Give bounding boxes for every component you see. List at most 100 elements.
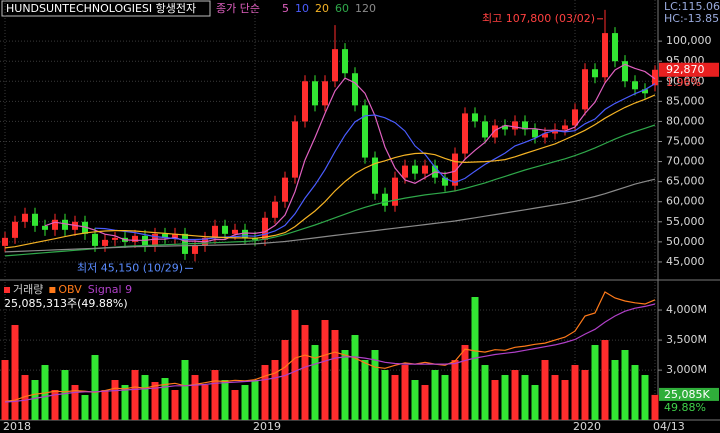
candle-body bbox=[162, 233, 168, 238]
legend-swatch bbox=[49, 287, 56, 293]
volume-bar bbox=[1, 360, 9, 420]
ma-line bbox=[44, 63, 656, 243]
candle-body bbox=[392, 177, 398, 206]
obv-line bbox=[4, 303, 656, 403]
candle-body bbox=[302, 81, 308, 122]
candle-body bbox=[102, 239, 108, 246]
candle-body bbox=[272, 201, 278, 218]
volume-bar bbox=[561, 380, 569, 420]
x-tick-label: 2020 bbox=[573, 420, 601, 433]
volume-bar bbox=[571, 365, 579, 420]
volume-bar bbox=[81, 395, 89, 420]
volume-subtitle: 25,085,313주(49.88%) bbox=[4, 297, 128, 310]
candle-body bbox=[52, 219, 58, 230]
candle-body bbox=[512, 121, 518, 130]
candle-body bbox=[92, 233, 98, 246]
indicator: LC:115.06 bbox=[664, 0, 720, 13]
legend-title: 종가 단순 bbox=[216, 2, 260, 15]
candle-body bbox=[422, 165, 428, 174]
legend-entry: 60 bbox=[335, 2, 349, 15]
candle-body bbox=[2, 237, 8, 246]
candle-body bbox=[372, 157, 378, 194]
candle-body bbox=[462, 113, 468, 154]
candle-body bbox=[262, 217, 268, 240]
y2-tick-label: 3,000M bbox=[666, 363, 707, 376]
volume-bar bbox=[341, 350, 349, 420]
candle-body bbox=[212, 225, 218, 238]
candle-body bbox=[32, 213, 38, 226]
volume-bar bbox=[31, 380, 39, 420]
y-tick-label: 70,000 bbox=[666, 155, 705, 168]
low-label: 최저 45,150 (10/29) bbox=[77, 261, 183, 274]
volume-tag bbox=[659, 387, 719, 401]
volume-bar bbox=[141, 375, 149, 420]
volume-bar bbox=[111, 380, 119, 420]
legend-entry: 거래량 bbox=[13, 283, 43, 296]
volume-bar bbox=[221, 380, 229, 420]
candle-body bbox=[582, 69, 588, 110]
y2-tick-label: 3,500M bbox=[666, 333, 707, 346]
candle-body bbox=[652, 69, 658, 86]
volume-bar bbox=[401, 365, 409, 420]
volume-bar bbox=[421, 385, 429, 420]
candle-body bbox=[192, 245, 198, 254]
candle-body bbox=[222, 225, 228, 234]
legend-entry: 5 bbox=[282, 2, 289, 15]
volume-bar bbox=[641, 375, 649, 420]
volume-bar bbox=[291, 310, 299, 420]
x-tick-label: 2018 bbox=[3, 420, 31, 433]
candle-body bbox=[412, 165, 418, 174]
volume-bar bbox=[11, 325, 19, 420]
volume-bar bbox=[631, 365, 639, 420]
volume-bar bbox=[151, 382, 159, 420]
volume-bar bbox=[191, 375, 199, 420]
volume-bar bbox=[451, 360, 459, 420]
volume-bar bbox=[411, 380, 419, 420]
volume-bar bbox=[311, 345, 319, 420]
candle-body bbox=[132, 235, 138, 242]
legend-entry: OBV bbox=[58, 283, 82, 296]
volume-bar bbox=[361, 360, 369, 420]
candle-body bbox=[602, 33, 608, 78]
y-tick-label: 65,000 bbox=[666, 175, 705, 188]
legend-entry: 10 bbox=[295, 2, 309, 15]
volume-bar bbox=[551, 375, 559, 420]
candle-body bbox=[402, 165, 408, 178]
y2-tick-label: 4,000M bbox=[666, 303, 707, 316]
candle-body bbox=[502, 125, 508, 130]
volume-bar bbox=[261, 365, 269, 420]
candle-body bbox=[572, 109, 578, 126]
candle-body bbox=[552, 129, 558, 134]
volume-bar bbox=[491, 380, 499, 420]
candle-body bbox=[232, 229, 238, 234]
volume-bar bbox=[61, 370, 69, 420]
y-tick-label: 45,000 bbox=[666, 255, 705, 268]
candle-body bbox=[82, 221, 88, 234]
candle-body bbox=[612, 33, 618, 62]
volume-bar bbox=[331, 330, 339, 420]
candle-body bbox=[562, 125, 568, 130]
candle-body bbox=[642, 89, 648, 94]
volume-bar bbox=[171, 390, 179, 420]
volume-tag-label: 25,085K bbox=[664, 388, 710, 401]
volume-bar bbox=[51, 390, 59, 420]
volume-bar bbox=[431, 370, 439, 420]
candle-body bbox=[312, 81, 318, 106]
candle-body bbox=[282, 177, 288, 202]
candle-body bbox=[22, 213, 28, 222]
candle-body bbox=[152, 233, 158, 246]
volume-bar bbox=[271, 360, 279, 420]
volume-bar bbox=[241, 385, 249, 420]
volume-bar bbox=[21, 375, 29, 420]
volume-bar bbox=[121, 385, 129, 420]
volume-bar bbox=[521, 375, 529, 420]
volume-bar bbox=[281, 340, 289, 420]
volume-bar bbox=[611, 360, 619, 420]
candle-body bbox=[112, 237, 118, 240]
volume-bar bbox=[481, 365, 489, 420]
candle-body bbox=[492, 125, 498, 138]
candle-body bbox=[12, 221, 18, 238]
candle-body bbox=[622, 61, 628, 82]
candle-body bbox=[542, 133, 548, 138]
ma-line bbox=[4, 94, 656, 249]
